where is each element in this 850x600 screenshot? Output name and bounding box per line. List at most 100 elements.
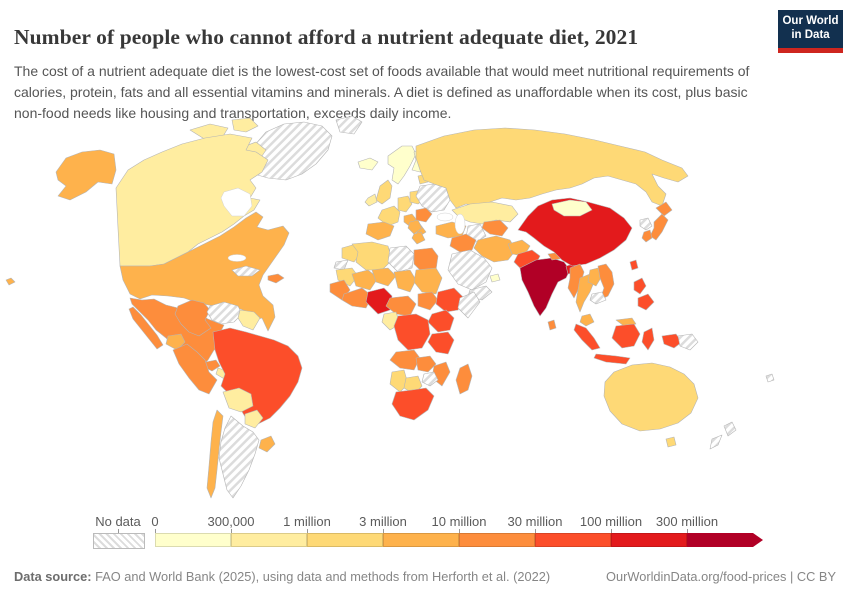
map-region-zimbabwe[interactable] <box>421 371 439 387</box>
map-region-syria-iraq[interactable] <box>449 233 477 253</box>
map-region-west-africa-coast[interactable] <box>341 287 373 309</box>
map-region-australia[interactable] <box>665 436 677 448</box>
map-region-drc[interactable] <box>393 313 431 351</box>
footer-separator: | <box>786 569 797 584</box>
map-region-bolivia[interactable] <box>222 387 254 413</box>
map-region-mexico[interactable] <box>128 306 164 350</box>
map-region-united-states[interactable] <box>119 211 290 332</box>
map-region-spain[interactable] <box>365 221 395 241</box>
map-region-laos[interactable] <box>587 267 603 287</box>
map-region-hispaniola[interactable] <box>267 273 285 284</box>
map-region-cuba[interactable] <box>231 265 261 277</box>
map-region-germany[interactable] <box>397 195 413 213</box>
license-link[interactable]: CC BY <box>796 569 836 584</box>
map-region-uzbekistan[interactable] <box>481 219 509 237</box>
map-region-niger[interactable] <box>371 267 397 287</box>
map-region-russia[interactable] <box>415 127 689 209</box>
owid-logo[interactable]: Our World in Data <box>778 10 843 53</box>
map-region-mongolia[interactable] <box>551 199 593 217</box>
map-region-norway-sweden[interactable] <box>387 145 417 185</box>
map-region-paraguay[interactable] <box>244 409 264 429</box>
map-region-philippines[interactable] <box>633 277 647 295</box>
map-region-sri-lanka[interactable] <box>547 319 557 331</box>
map-region-libya[interactable] <box>387 245 415 273</box>
legend-no-data-swatch[interactable] <box>93 533 145 549</box>
map-region-hawaii[interactable] <box>5 277 16 286</box>
map-region-sudan[interactable] <box>413 267 443 295</box>
map-region-greenland[interactable] <box>247 121 333 181</box>
map-region-malaysia[interactable] <box>615 317 637 327</box>
map-region-argentina[interactable] <box>218 415 260 499</box>
map-region-malaysia[interactable] <box>579 313 595 327</box>
map-region-indonesia[interactable] <box>641 327 655 351</box>
map-region-new-zealand[interactable] <box>709 434 723 450</box>
map-region-uk[interactable] <box>375 179 393 205</box>
map-region-colombia[interactable] <box>174 299 212 337</box>
map-region-philippines[interactable] <box>637 293 655 311</box>
map-region-indonesia[interactable] <box>573 323 601 351</box>
map-region-venezuela[interactable] <box>206 301 243 325</box>
map-region-south-africa[interactable] <box>391 387 435 421</box>
map-region-china[interactable] <box>517 197 633 267</box>
map-region-somalia[interactable] <box>457 291 481 319</box>
map-region-nigeria[interactable] <box>365 287 393 315</box>
map-region-chad[interactable] <box>393 269 417 293</box>
legend-segment-0[interactable] <box>155 533 231 547</box>
map-region-romania[interactable] <box>415 207 433 223</box>
map-region-chile[interactable] <box>206 409 224 499</box>
map-region-indonesia[interactable] <box>593 353 631 365</box>
legend-segment-4[interactable] <box>459 533 535 547</box>
map-region-vietnam[interactable] <box>597 263 615 301</box>
map-region-india[interactable] <box>519 257 571 317</box>
legend-segment-2[interactable] <box>307 533 383 547</box>
map-region-indonesia[interactable] <box>611 323 641 349</box>
legend-segment-5[interactable] <box>535 533 611 547</box>
map-region-indonesia[interactable] <box>661 333 683 349</box>
map-region-kenya-uganda[interactable] <box>427 309 455 333</box>
page-title: Number of people who cannot afford a nut… <box>14 25 639 50</box>
map-region-japan[interactable] <box>649 213 669 241</box>
map-region-france[interactable] <box>377 205 401 227</box>
map-region-ecuador[interactable] <box>165 333 186 351</box>
legend-segment-6[interactable] <box>611 533 687 547</box>
map-region-uruguay[interactable] <box>258 435 276 453</box>
map-region-kazakhstan[interactable] <box>451 201 519 225</box>
map-region-brazil[interactable] <box>212 327 303 425</box>
legend-segment-7[interactable] <box>687 533 763 547</box>
map-region-australia[interactable] <box>603 362 699 432</box>
owid-url-link[interactable]: OurWorldinData.org/food-prices <box>606 569 787 584</box>
data-source-note: Data source: FAO and World Bank (2025), … <box>14 569 550 584</box>
map-region-tanzania[interactable] <box>427 331 455 355</box>
map-region-ethiopia[interactable] <box>435 287 465 313</box>
map-region-taiwan[interactable] <box>629 259 639 271</box>
map-region-iran[interactable] <box>473 235 517 263</box>
map-region-svalbard[interactable] <box>335 115 363 135</box>
map-region-uae[interactable] <box>489 273 501 283</box>
map-region-mali[interactable] <box>351 269 379 291</box>
map-region-madagascar[interactable] <box>455 363 473 395</box>
map-region-japan[interactable] <box>655 201 673 217</box>
map-region-fiji[interactable] <box>765 373 775 383</box>
map-region-iceland[interactable] <box>357 157 379 171</box>
map-region-papua-new-guinea[interactable] <box>677 333 699 351</box>
map-region-algeria[interactable] <box>351 241 393 271</box>
map-region-balkans[interactable] <box>407 219 423 235</box>
legend-segment-3[interactable] <box>383 533 459 547</box>
map-region-saudi-arabia[interactable] <box>447 249 493 291</box>
map-region-ireland[interactable] <box>364 193 378 207</box>
map-region-south-korea[interactable] <box>641 229 653 243</box>
map-region-greece[interactable] <box>411 231 426 245</box>
map-region-cambodia[interactable] <box>589 291 607 305</box>
map-region-peru[interactable] <box>172 343 218 395</box>
map-region-myanmar[interactable] <box>567 263 585 299</box>
map-region-zambia[interactable] <box>415 355 437 373</box>
map-region-ukraine[interactable] <box>415 183 451 213</box>
map-region-guyanas[interactable] <box>237 309 261 331</box>
legend-segment-1[interactable] <box>231 533 307 547</box>
map-region-angola[interactable] <box>389 349 421 371</box>
map-region-north-korea[interactable] <box>639 217 653 231</box>
map-region-canada[interactable] <box>231 117 259 133</box>
map-region-united-states[interactable] <box>55 149 117 201</box>
map-region-new-zealand[interactable] <box>723 421 737 437</box>
map-region-south-sudan[interactable] <box>417 291 439 311</box>
